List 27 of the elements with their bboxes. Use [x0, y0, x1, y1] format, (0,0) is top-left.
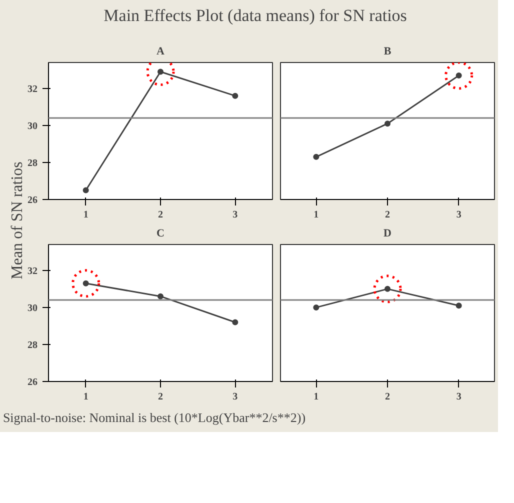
x-tick-label: 2	[158, 392, 163, 402]
y-tick-label: 30	[28, 120, 38, 132]
x-axis-title: C	[156, 228, 165, 240]
y-tick-label: 26	[28, 195, 38, 206]
text: Signal-to-noise: Nominal is best (10*Log(Ybar**2/s**2))	[2, 410, 306, 425]
x-tick-label: 1	[314, 392, 319, 402]
x-tick-label: 2	[385, 210, 390, 220]
x-axis-title: D	[384, 228, 392, 240]
x-tick-label: 3	[232, 392, 238, 402]
x-tick-label: 1	[83, 392, 88, 402]
x-tick-label: 3	[232, 210, 238, 220]
x-tick-label: 1	[314, 210, 319, 220]
y-tick-label: 32	[28, 84, 38, 95]
y-tick-label: 28	[28, 158, 38, 169]
x-tick-label: 3	[456, 392, 462, 402]
x-tick-label: 2	[158, 210, 163, 220]
x-axis-title: B	[384, 46, 392, 58]
chart-title: Main Effects Plot (data means) for SN ratios	[104, 6, 407, 26]
x-tick-label: 2	[385, 392, 390, 402]
x-axis-title: A	[156, 46, 165, 58]
y-axis-title: Mean of SN ratios	[8, 162, 26, 280]
y-tick-label: 28	[28, 340, 38, 351]
y-tick-label: 32	[28, 266, 38, 277]
y-tick-label: 30	[28, 302, 38, 314]
y-tick-label: 26	[28, 377, 38, 388]
x-tick-label: 1	[83, 210, 88, 220]
x-tick-label: 3	[456, 210, 462, 220]
